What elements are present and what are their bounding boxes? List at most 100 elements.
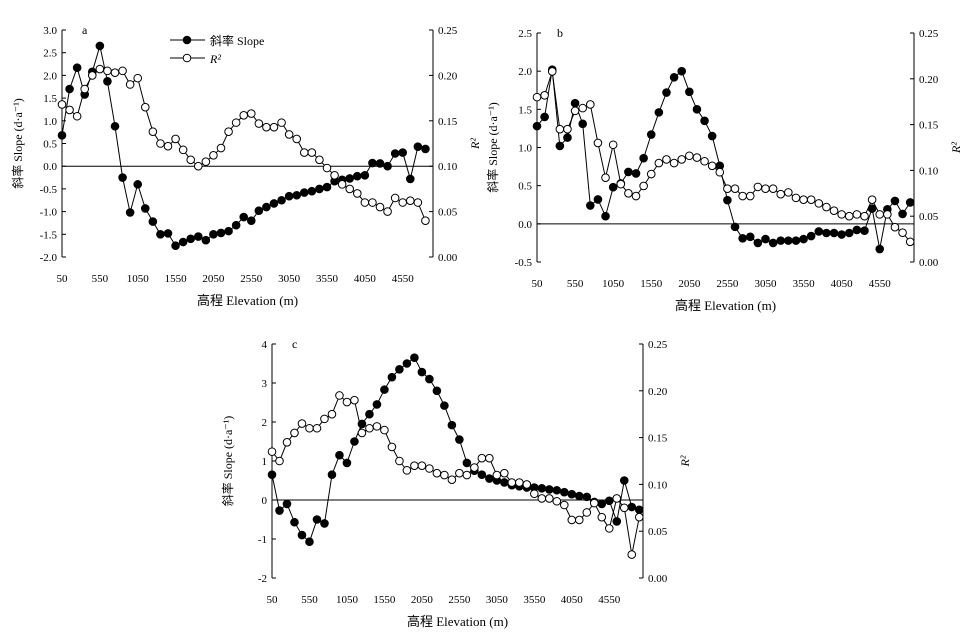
x-tick-label: 2050	[202, 273, 225, 285]
slope-point	[65, 84, 74, 94]
y-right-tick-label: 0.25	[919, 28, 939, 40]
slope-point	[738, 234, 747, 243]
r2-point	[87, 71, 97, 80]
r2-point	[537, 494, 547, 503]
slope-point	[631, 169, 641, 178]
slope-point	[216, 228, 226, 238]
legend-r2-marker	[182, 53, 192, 63]
r2-point	[360, 198, 370, 207]
y-right-tick-label: 0.25	[648, 339, 668, 351]
r2-point	[883, 210, 892, 219]
x-tick-label: 550	[301, 594, 318, 606]
r2-point	[578, 103, 587, 113]
r2-point	[254, 119, 264, 128]
slope-point	[402, 359, 412, 368]
r2-point	[246, 109, 256, 118]
slope-point	[545, 485, 554, 494]
slope-point	[586, 201, 595, 210]
legend-slope-marker	[182, 35, 192, 45]
y-right-axis-title: R²	[949, 142, 963, 154]
slope-point	[365, 409, 374, 419]
slope-point	[677, 66, 687, 76]
slope-point	[624, 167, 633, 177]
slope-point	[669, 72, 679, 82]
r2-point	[515, 478, 524, 487]
r2-point	[692, 153, 702, 162]
r2-point	[171, 134, 180, 144]
r2-point	[327, 409, 337, 419]
slope-point	[267, 470, 277, 479]
slope-point	[552, 485, 562, 495]
slope-point	[383, 161, 392, 171]
r2-point	[761, 184, 770, 194]
y-left-tick-label: 0.5	[43, 139, 57, 151]
slope-point	[405, 174, 415, 184]
y-left-tick-label: 0	[262, 495, 268, 507]
r2-point	[405, 196, 415, 206]
r2-point	[322, 163, 332, 173]
x-tick-label: 4050	[354, 273, 377, 285]
slope-point	[898, 209, 907, 219]
slope-point	[685, 87, 694, 97]
r2-point	[905, 237, 915, 247]
r2-point	[837, 210, 846, 219]
slope-point	[447, 420, 457, 430]
x-tick-label: 3550	[523, 594, 546, 606]
r2-point	[500, 468, 509, 478]
r2-point	[103, 66, 112, 76]
r2-point	[413, 198, 423, 207]
y-left-tick-label: 4	[262, 339, 268, 351]
slope-point	[410, 353, 419, 362]
r2-point	[730, 184, 740, 194]
slope-point	[540, 112, 549, 122]
r2-point	[337, 180, 347, 189]
y-right-tick-label: 0.25	[438, 25, 458, 37]
panel-letter: c	[292, 337, 297, 351]
r2-point	[156, 139, 165, 148]
x-tick-label: 3050	[278, 273, 301, 285]
slope-point	[639, 153, 648, 163]
slope-point	[118, 173, 127, 182]
r2-point	[350, 395, 359, 405]
x-tick-label: 2550	[716, 278, 739, 290]
y-left-tick-label: -1	[258, 534, 267, 546]
slope-point	[608, 182, 618, 192]
r2-point	[224, 127, 233, 136]
slope-point	[368, 158, 377, 168]
y-left-tick-label: -2.0	[40, 252, 58, 264]
r2-point	[342, 397, 352, 407]
y-right-axis-title: R²	[468, 138, 482, 150]
r2-point	[806, 195, 816, 205]
slope-point	[239, 212, 249, 222]
r2-point	[631, 191, 641, 201]
r2-point	[799, 195, 808, 205]
r2-point	[586, 100, 595, 109]
y-left-tick-label: 3.0	[43, 25, 57, 37]
r2-point	[560, 500, 569, 510]
slope-point	[292, 190, 302, 200]
r2-point	[791, 193, 801, 203]
slope-point	[829, 228, 839, 238]
slope-point	[537, 484, 547, 493]
slope-point	[246, 216, 256, 225]
r2-point	[547, 67, 557, 76]
r2-point	[875, 210, 885, 219]
y-left-tick-label: 3	[262, 378, 268, 390]
slope-point	[768, 238, 778, 248]
slope-point	[799, 234, 808, 244]
slope-point	[380, 385, 389, 394]
slope-point	[570, 98, 580, 108]
slope-point	[500, 478, 509, 487]
y-left-axis-title: 斜率 Slope (d·a⁻¹)	[485, 102, 500, 193]
r2-point	[239, 111, 249, 120]
r2-point	[753, 182, 763, 192]
x-tick-label: 3550	[793, 278, 816, 290]
r2-point	[768, 184, 778, 194]
r2-point	[540, 90, 549, 100]
r2-point	[372, 422, 382, 431]
r2-point	[440, 470, 449, 480]
y-right-tick-label: 0.10	[438, 161, 458, 173]
panel-letter: b	[557, 26, 563, 40]
r2-point	[634, 512, 644, 522]
slope-point	[455, 435, 464, 444]
